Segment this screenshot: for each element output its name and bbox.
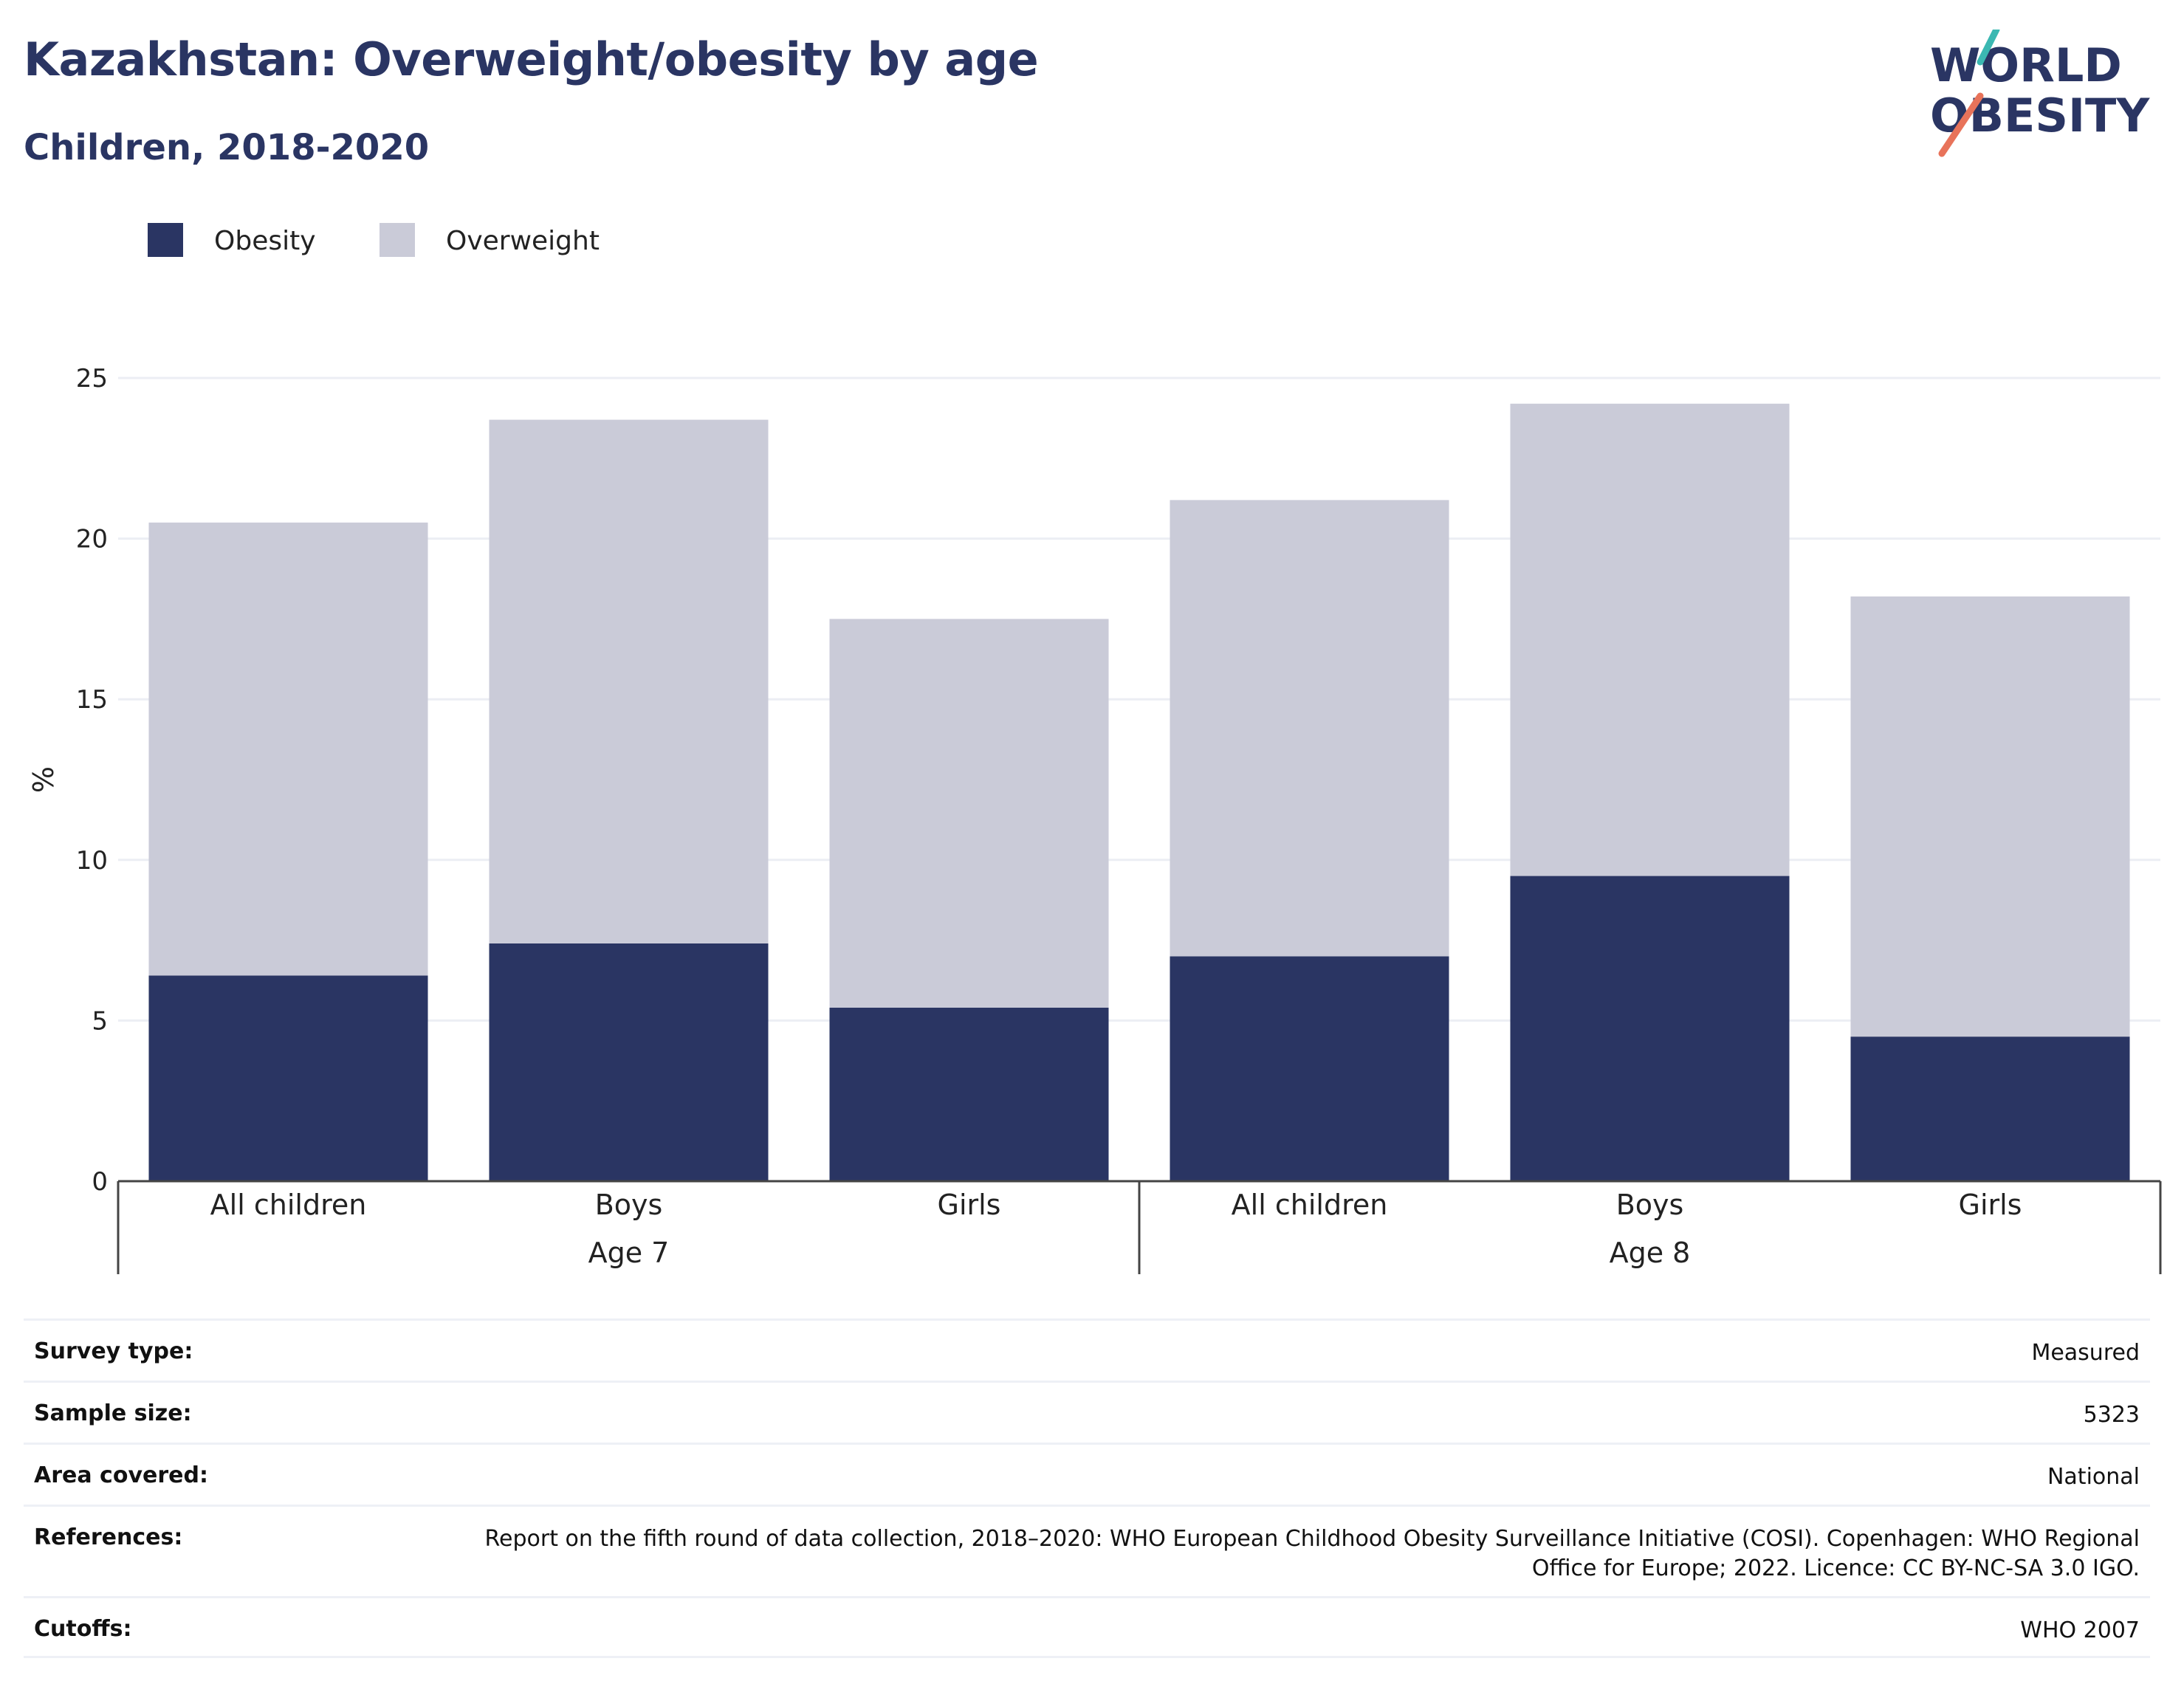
x-tick-label: Girls (1959, 1189, 2022, 1221)
bar-overweight-0 (148, 522, 428, 976)
bar-obesity-1 (489, 943, 769, 1181)
info-row: References: Report on the fifth round of … (24, 1505, 2150, 1596)
x-tick-label: Boys (595, 1189, 663, 1221)
info-value: National (2047, 1464, 2140, 1490)
bar-overweight-5 (1850, 596, 2130, 1037)
logo-coral-slash (1938, 92, 1984, 157)
info-row: Sample size: 5323 (24, 1381, 2150, 1443)
x-group-label: Age 8 (1610, 1237, 1691, 1269)
x-tick-label: All children (1232, 1189, 1388, 1221)
y-axis-label: % (27, 766, 60, 793)
info-label: Survey type: (34, 1338, 193, 1364)
x-tick-label: All children (210, 1189, 367, 1221)
y-tick-label: 20 (76, 525, 108, 554)
bar-overweight-1 (489, 419, 769, 943)
legend-label-obesity: Obesity (214, 226, 316, 256)
x-tick-label: Girls (938, 1189, 1001, 1221)
chart-title: Kazakhstan: Overweight/obesity by age (24, 32, 1039, 86)
info-row: Survey type: Measured (24, 1318, 2150, 1381)
info-label: Sample size: (34, 1400, 192, 1426)
x-group-label: Age 7 (588, 1237, 670, 1269)
survey-info-table: Survey type: Measured Sample size: 5323 Area… (24, 1318, 2150, 1658)
legend-swatch-obesity (148, 223, 183, 257)
y-tick-label: 0 (92, 1167, 108, 1197)
info-label: Cutoffs: (34, 1616, 132, 1642)
y-tick-label: 5 (92, 1006, 108, 1036)
info-label: Area covered: (34, 1462, 208, 1488)
info-row: Area covered: National (24, 1443, 2150, 1505)
bar-obesity-0 (148, 975, 428, 1181)
bar-obesity-5 (1850, 1036, 2130, 1181)
info-value: 5323 (2083, 1402, 2140, 1428)
logo-text-line1: WORLD (1930, 38, 2122, 92)
bar-obesity-3 (1170, 956, 1449, 1181)
y-tick-label: 25 (76, 364, 108, 393)
legend-swatch-overweight (380, 223, 415, 257)
bar-overweight-2 (829, 619, 1109, 1008)
bar-overweight-3 (1170, 500, 1449, 957)
x-tick-label: Boys (1616, 1189, 1684, 1221)
stacked-bar-chart: 0 5 10 15 20 25% All children Boys Girls All chil… (27, 223, 2162, 1274)
info-row: Cutoffs: WHO 2007 (24, 1596, 2150, 1658)
chart-subtitle: Children, 2018-2020 (24, 127, 430, 168)
info-label: References: (34, 1524, 183, 1550)
bar-obesity-4 (1510, 876, 1790, 1181)
info-value: Measured (2031, 1340, 2140, 1366)
legend-label-overweight: Overweight (446, 226, 600, 256)
info-value: Report on the fifth round of data collec… (484, 1526, 2140, 1581)
bar-overweight-4 (1510, 403, 1790, 876)
y-tick-label: 15 (76, 685, 108, 715)
bar-obesity-2 (829, 1007, 1109, 1181)
y-tick-label: 10 (76, 846, 108, 876)
logo-teal-slash (1977, 30, 2000, 66)
world-obesity-logo: WORLD OBESITY (1930, 30, 2150, 157)
info-value: WHO 2007 (2020, 1617, 2140, 1643)
